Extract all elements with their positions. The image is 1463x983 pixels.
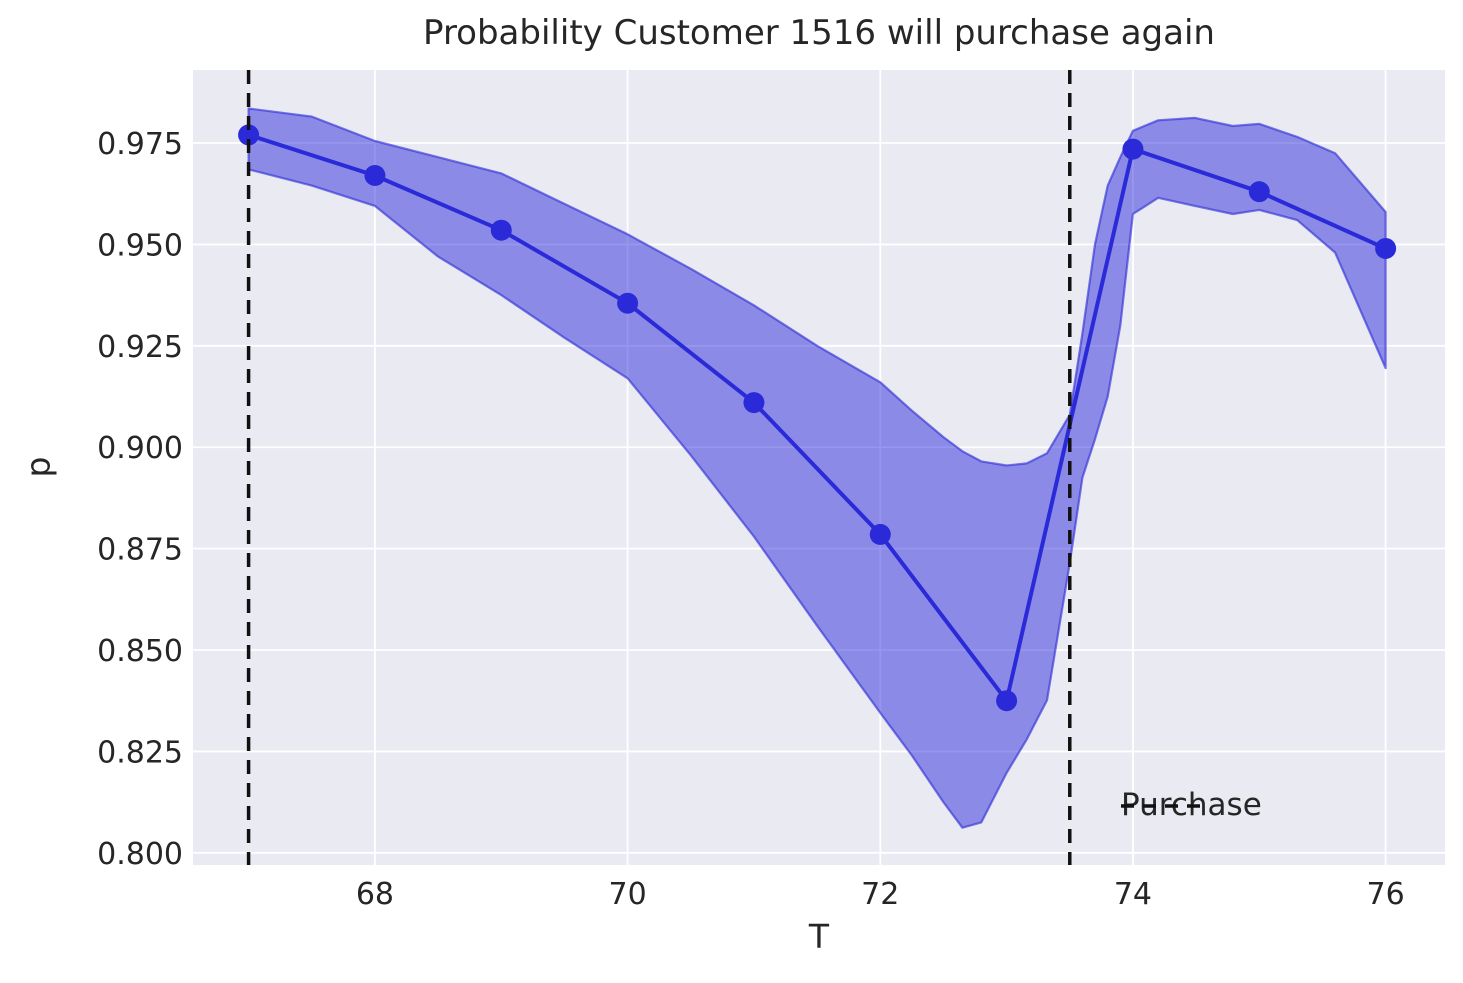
data-point-marker-x69 bbox=[490, 219, 512, 241]
legend-dashed-line-icon bbox=[1121, 804, 1201, 808]
y-axis-label: p bbox=[18, 456, 58, 478]
x-tick-label: 76 bbox=[1367, 877, 1405, 912]
x-axis-label: T bbox=[808, 917, 830, 956]
data-point-marker-x68 bbox=[364, 164, 386, 186]
data-point-marker-x70 bbox=[617, 292, 639, 314]
y-tick-label: 0.850 bbox=[97, 634, 183, 669]
y-tick-label: 0.900 bbox=[97, 431, 183, 466]
y-tick-label: 0.925 bbox=[97, 330, 183, 365]
data-point-marker-x71 bbox=[743, 392, 765, 414]
y-tick-label: 0.825 bbox=[97, 735, 183, 770]
x-tick-label: 72 bbox=[861, 877, 899, 912]
data-point-marker-x72 bbox=[869, 523, 891, 545]
series-line bbox=[246, 132, 1388, 703]
data-point-marker-x74 bbox=[1122, 138, 1144, 160]
x-tick-label: 68 bbox=[356, 877, 394, 912]
data-point-marker-x73 bbox=[996, 690, 1018, 712]
y-tick-label: 0.975 bbox=[97, 127, 183, 162]
x-tick-label: 70 bbox=[609, 877, 647, 912]
y-tick-label: 0.950 bbox=[97, 228, 183, 263]
legend: Purchase bbox=[1121, 787, 1262, 823]
y-tick-label: 0.875 bbox=[97, 533, 183, 568]
data-point-marker-x67 bbox=[238, 124, 260, 146]
data-point-marker-x75 bbox=[1248, 181, 1270, 203]
plot-area-background bbox=[193, 70, 1445, 865]
data-point-marker-x76 bbox=[1375, 237, 1397, 259]
y-tick-label: 0.800 bbox=[97, 837, 183, 872]
x-tick-label: 74 bbox=[1114, 877, 1152, 912]
chart-title: Probability Customer 1516 will purchase … bbox=[423, 13, 1215, 53]
